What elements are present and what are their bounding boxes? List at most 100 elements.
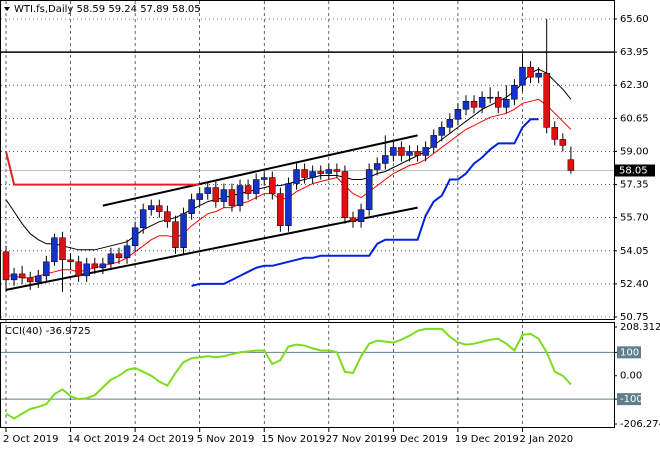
candle-body <box>446 119 454 128</box>
candle-body <box>293 169 300 184</box>
candle-body <box>406 151 413 156</box>
candle-body <box>75 261 82 277</box>
candle-body <box>317 171 324 174</box>
x-tick-label: 2 Jan 2020 <box>519 434 573 445</box>
candle-body <box>438 127 446 136</box>
candle-body <box>204 187 211 194</box>
candle-body <box>35 275 42 283</box>
x-tick-label: 24 Oct 2019 <box>132 434 194 445</box>
y-tick-label: 0.00 <box>620 371 642 382</box>
price-panel <box>0 0 615 320</box>
menu-arrow[interactable] <box>4 7 10 11</box>
candle-body <box>301 169 308 178</box>
candle-body <box>422 147 429 156</box>
y-tick-label: 52.40 <box>620 279 649 290</box>
x-tick-label: 19 Dec 2019 <box>455 434 519 445</box>
candle-body <box>398 147 405 156</box>
candle-body <box>43 261 50 277</box>
y-tick-label: 100 <box>620 347 639 358</box>
price-tag-label: 58.05 <box>619 166 648 177</box>
open: 58.59 <box>77 4 106 15</box>
candle-body <box>252 179 260 194</box>
candle-body <box>91 263 99 269</box>
candle-body <box>390 147 397 156</box>
candle-body <box>349 217 357 222</box>
candle-body <box>430 135 437 148</box>
x-tick-label: 5 Nov 2019 <box>197 434 255 445</box>
high: 59.24 <box>108 4 137 15</box>
candle-body <box>220 189 228 202</box>
candle-body <box>269 177 276 194</box>
candle-body <box>18 273 26 279</box>
candle-body <box>107 253 115 265</box>
y-tick-label: 57.35 <box>620 180 649 191</box>
candle-body <box>99 263 107 269</box>
candle-body <box>543 72 550 128</box>
y-tick-label: 55.70 <box>620 213 649 224</box>
candle-body <box>164 211 171 222</box>
candle-body <box>470 101 478 108</box>
candle-body <box>535 72 542 78</box>
candle-body <box>188 199 195 214</box>
candle-body <box>277 193 284 226</box>
candle-body <box>325 169 333 174</box>
indicator-line <box>191 118 539 287</box>
y-tick-label: 60.65 <box>620 113 649 124</box>
candle-body <box>462 101 470 110</box>
cci-last: -36.9725 <box>46 326 91 337</box>
x-tick-label: 27 Nov 2019 <box>326 434 390 445</box>
low: 57.89 <box>140 4 169 15</box>
candle-body <box>26 277 34 283</box>
candle-body <box>495 97 502 108</box>
candle-body <box>285 183 292 226</box>
candle-body <box>139 209 147 228</box>
candle-body <box>373 163 381 170</box>
candle-body <box>478 97 486 108</box>
candle-body <box>131 227 139 247</box>
symbol: WTI.fs,Daily <box>14 4 73 15</box>
cci-name: CCI(40) <box>5 326 43 337</box>
candle-body <box>10 273 18 281</box>
candle-body <box>148 205 155 210</box>
candle-body <box>333 169 341 172</box>
y-tick-label: 65.60 <box>620 14 649 25</box>
candle-body <box>511 84 518 100</box>
chart-title: WTI.fs,Daily 58.59 59.24 57.89 58.05 <box>14 4 201 15</box>
indicator-line <box>5 151 200 186</box>
y-tick-label: -206.274 <box>620 419 660 430</box>
candle-body <box>59 237 66 261</box>
candle-body <box>212 187 220 202</box>
candle-body <box>156 205 163 212</box>
candle-body <box>519 66 526 86</box>
y-tick-label: 59.00 <box>620 146 649 157</box>
candle-body <box>486 97 494 99</box>
candle-body <box>83 263 90 277</box>
cci-level-tag <box>617 346 641 359</box>
candle-body <box>180 213 187 249</box>
candle-body <box>123 245 131 259</box>
candle-body <box>341 171 349 218</box>
trendline <box>5 206 418 291</box>
y-tick-label: 63.95 <box>620 47 649 58</box>
candle-body <box>115 253 123 259</box>
candle-body <box>51 237 58 263</box>
candle-body <box>559 139 567 146</box>
candle-body <box>357 209 365 222</box>
candle-body <box>260 177 268 180</box>
y-tick-label: 54.05 <box>620 246 649 257</box>
candle-body <box>527 66 534 78</box>
candle-body <box>196 193 203 200</box>
price-tag <box>615 164 655 177</box>
cci-line <box>5 327 572 420</box>
candle-body <box>551 127 559 140</box>
x-tick-label: 14 Oct 2019 <box>68 434 130 445</box>
y-tick-label: 208.3126 <box>620 322 660 333</box>
cci-panel <box>0 322 615 428</box>
candle-body <box>172 221 179 249</box>
candle-body <box>567 159 575 171</box>
candle-body <box>414 151 421 156</box>
cci-title: CCI(40) -36.9725 <box>5 326 91 337</box>
candle-body <box>244 185 252 194</box>
y-tick-label: 62.30 <box>620 80 649 91</box>
